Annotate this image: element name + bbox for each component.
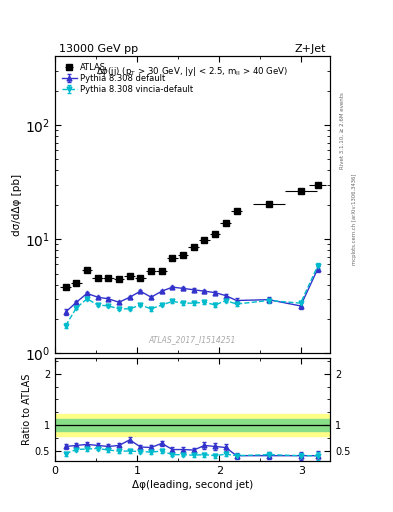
Text: Rivet 3.1.10, ≥ 2.6M events: Rivet 3.1.10, ≥ 2.6M events: [340, 92, 345, 169]
Text: mcplots.cern.ch [arXiv:1306.3436]: mcplots.cern.ch [arXiv:1306.3436]: [352, 174, 357, 265]
Text: 13000 GeV pp: 13000 GeV pp: [59, 44, 138, 54]
Legend: ATLAS, Pythia 8.308 default, Pythia 8.308 vincia-default: ATLAS, Pythia 8.308 default, Pythia 8.30…: [59, 60, 196, 97]
Text: $\Delta\phi$(jj) (p$_{\rm T}$ > 30 GeV, |y| < 2.5, m$_{\rm ll}$ > 40 GeV): $\Delta\phi$(jj) (p$_{\rm T}$ > 30 GeV, …: [96, 65, 289, 78]
Text: Z+Jet: Z+Jet: [295, 44, 326, 54]
X-axis label: Δφ(leading, second jet): Δφ(leading, second jet): [132, 480, 253, 490]
Y-axis label: Ratio to ATLAS: Ratio to ATLAS: [22, 374, 32, 445]
Y-axis label: dσ/dΔφ [pb]: dσ/dΔφ [pb]: [12, 174, 22, 236]
Text: ATLAS_2017_I1514251: ATLAS_2017_I1514251: [149, 335, 236, 345]
